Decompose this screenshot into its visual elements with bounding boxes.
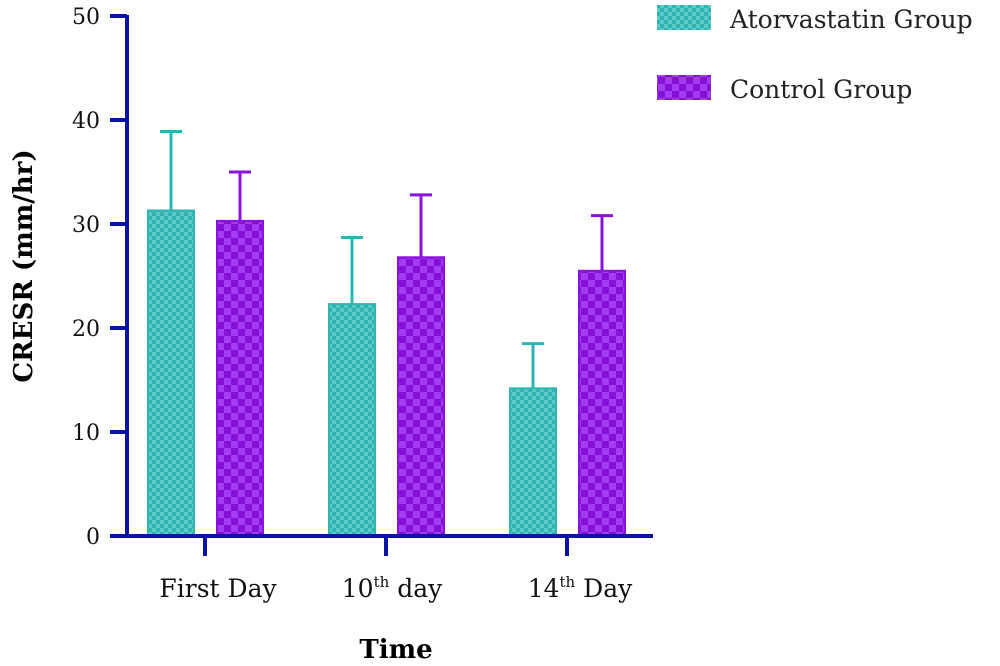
legend-swatch-atorvastatin	[657, 5, 711, 30]
y-ticks: 0 10 20 30 40 50	[72, 5, 127, 550]
y-tick-label: 10	[72, 421, 100, 446]
x-tick-label: First Day	[159, 574, 277, 603]
bar-atorvastatin-2	[509, 387, 557, 537]
x-tick-label: 14th Day	[528, 573, 633, 603]
x-axis-title: Time	[359, 635, 432, 665]
y-tick-label: 40	[72, 109, 100, 134]
bar-atorvastatin-0	[147, 209, 195, 537]
y-tick-label: 30	[72, 213, 100, 238]
y-tick-label: 50	[72, 5, 100, 30]
bar-control-1	[397, 256, 445, 537]
x-ticks: First Day 10th day 14th Day	[159, 536, 633, 603]
legend-swatch-control	[657, 75, 711, 100]
error-bars-layer	[160, 129, 613, 389]
legend-label-control: Control Group	[730, 75, 912, 104]
bar-atorvastatin-1	[328, 303, 376, 537]
x-tick-label: 10th day	[342, 573, 443, 603]
y-tick-label: 20	[72, 317, 100, 342]
legend-label-atorvastatin: Atorvastatin Group	[729, 5, 973, 34]
y-tick-label: 0	[86, 525, 100, 550]
bar-control-0	[216, 219, 264, 537]
bars-layer	[147, 209, 626, 537]
legend: Atorvastatin Group Control Group	[657, 5, 973, 104]
bar-control-2	[578, 269, 626, 537]
y-axis-title: CRESR (mm/hr)	[9, 149, 39, 382]
